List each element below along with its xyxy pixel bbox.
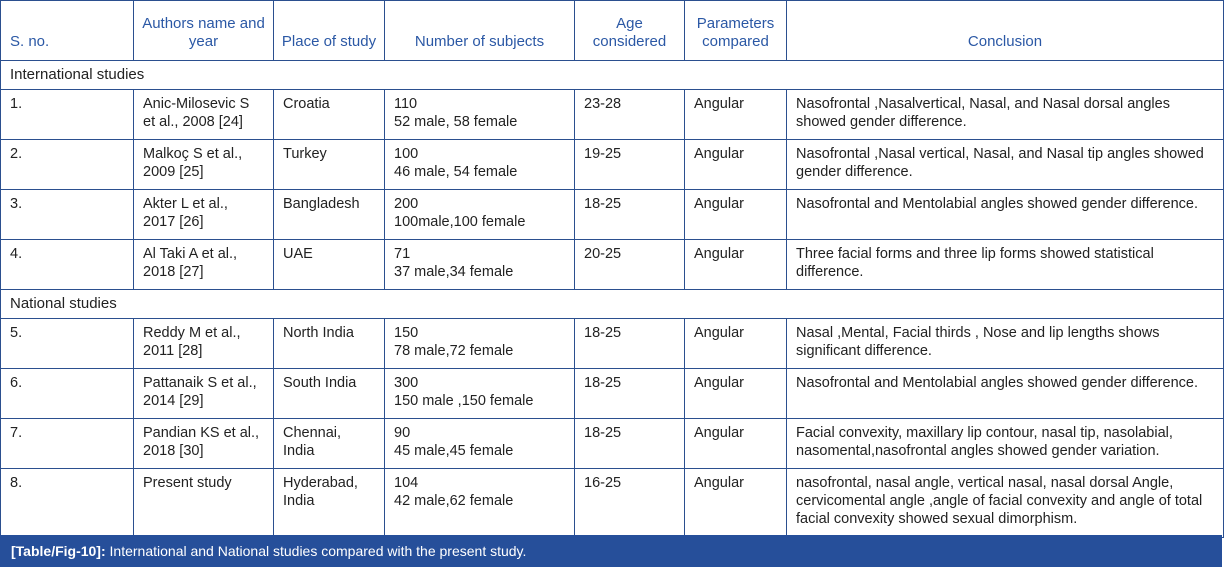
cell-author: Anic-Milosevic S et al., 2008 [24] xyxy=(133,89,274,140)
cell-age: 20-25 xyxy=(574,239,685,290)
cell-params: Angular xyxy=(684,318,787,369)
cell-place: North India xyxy=(273,318,385,369)
cell-subjects: 100 46 male, 54 female xyxy=(384,139,575,190)
cell-sno: 2. xyxy=(0,139,134,190)
header-age: Age considered xyxy=(574,0,685,61)
cell-subjects: 104 42 male,62 female xyxy=(384,468,575,538)
table-row: 3. Akter L et al., 2017 [26] Bangladesh 200… xyxy=(0,189,1224,240)
cell-subjects: 150 78 male,72 female xyxy=(384,318,575,369)
cell-conclusion: nasofrontal, nasal angle, vertical nasal… xyxy=(786,468,1224,538)
table-row: 8. Present study Hyderabad, India 104 42 mal… xyxy=(0,468,1224,538)
subjects-split: 100male,100 female xyxy=(394,214,526,230)
subjects-total: 110 xyxy=(394,96,418,112)
cell-params: Angular xyxy=(684,468,787,538)
subjects-total: 200 xyxy=(394,196,419,212)
cell-subjects: 300 150 male ,150 female xyxy=(384,368,575,419)
cell-age: 16-25 xyxy=(574,468,685,538)
cell-age: 18-25 xyxy=(574,418,685,469)
cell-conclusion: Nasal ,Mental, Facial thirds , Nose and … xyxy=(786,318,1224,369)
cell-subjects: 200 100male,100 female xyxy=(384,189,575,240)
subjects-split: 150 male ,150 female xyxy=(394,393,534,409)
cell-subjects: 90 45 male,45 female xyxy=(384,418,575,469)
cell-conclusion: Nasofrontal and Mentolabial angles showe… xyxy=(786,189,1224,240)
cell-author: Malkoç S et al., 2009 [25] xyxy=(133,139,274,190)
caption-text: International and National studies compa… xyxy=(105,543,527,559)
studies-table: S. no. Authors name and year Place of st… xyxy=(0,0,1224,538)
caption-label: [Table/Fig-10]: xyxy=(11,543,106,559)
cell-place: UAE xyxy=(273,239,385,290)
header-sno: S. no. xyxy=(0,0,134,61)
table-row: 2. Malkoç S et al., 2009 [25] Turkey 100 46 … xyxy=(0,139,1224,190)
cell-age: 18-25 xyxy=(574,189,685,240)
subjects-split: 78 male,72 female xyxy=(394,343,514,359)
section-row: National studies xyxy=(0,289,1224,319)
section-title: International studies xyxy=(0,60,1224,90)
section-title: National studies xyxy=(0,289,1224,319)
subjects-split: 42 male,62 female xyxy=(394,493,514,509)
table-row: 4. Al Taki A et al., 2018 [27] UAE 71 37 mal… xyxy=(0,239,1224,290)
cell-author: Pandian KS et al., 2018 [30] xyxy=(133,418,274,469)
cell-place: Croatia xyxy=(273,89,385,140)
cell-author: Al Taki A et al., 2018 [27] xyxy=(133,239,274,290)
cell-params: Angular xyxy=(684,239,787,290)
cell-place: Chennai, India xyxy=(273,418,385,469)
header-row: S. no. Authors name and year Place of st… xyxy=(0,0,1224,61)
cell-sno: 7. xyxy=(0,418,134,469)
cell-author: Pattanaik S et al., 2014 [29] xyxy=(133,368,274,419)
header-place: Place of study xyxy=(273,0,385,61)
subjects-split: 52 male, 58 female xyxy=(394,114,518,130)
cell-conclusion: Nasofrontal ,Nasal vertical, Nasal, and … xyxy=(786,139,1224,190)
cell-params: Angular xyxy=(684,189,787,240)
cell-sno: 6. xyxy=(0,368,134,419)
cell-place: Hyderabad, India xyxy=(273,468,385,538)
cell-conclusion: Facial convexity, maxillary lip contour,… xyxy=(786,418,1224,469)
cell-place: Bangladesh xyxy=(273,189,385,240)
subjects-total: 300 xyxy=(394,375,419,391)
subjects-split: 37 male,34 female xyxy=(394,264,514,280)
subjects-split: 46 male, 54 female xyxy=(394,164,518,180)
subjects-total: 71 xyxy=(394,246,411,262)
cell-conclusion: Nasofrontal ,Nasalvertical, Nasal, and N… xyxy=(786,89,1224,140)
cell-params: Angular xyxy=(684,418,787,469)
header-params: Parameters compared xyxy=(684,0,787,61)
header-conclusion: Conclusion xyxy=(786,0,1224,61)
subjects-total: 104 xyxy=(394,475,419,491)
cell-params: Angular xyxy=(684,368,787,419)
table-caption: [Table/Fig-10]: International and Nation… xyxy=(0,535,1222,567)
section-row: International studies xyxy=(0,60,1224,90)
cell-conclusion: Three facial forms and three lip forms s… xyxy=(786,239,1224,290)
cell-sno: 3. xyxy=(0,189,134,240)
header-author: Authors name and year xyxy=(133,0,274,61)
table-row: 7. Pandian KS et al., 2018 [30] Chennai, I… xyxy=(0,418,1224,469)
cell-author: Reddy M et al., 2011 [28] xyxy=(133,318,274,369)
cell-params: Angular xyxy=(684,89,787,140)
cell-conclusion: Nasofrontal and Mentolabial angles showe… xyxy=(786,368,1224,419)
table-row: 5. Reddy M et al., 2011 [28] North India 15… xyxy=(0,318,1224,369)
cell-params: Angular xyxy=(684,139,787,190)
subjects-split: 45 male,45 female xyxy=(394,443,514,459)
cell-age: 19-25 xyxy=(574,139,685,190)
cell-place: South India xyxy=(273,368,385,419)
cell-age: 18-25 xyxy=(574,318,685,369)
cell-sno: 1. xyxy=(0,89,134,140)
cell-age: 23-28 xyxy=(574,89,685,140)
cell-author: Present study xyxy=(133,468,274,538)
subjects-total: 100 xyxy=(394,146,419,162)
table-row: 1. Anic-Milosevic S et al., 2008 [24] Croa… xyxy=(0,89,1224,140)
cell-place: Turkey xyxy=(273,139,385,190)
subjects-total: 150 xyxy=(394,325,419,341)
header-subjects: Number of subjects xyxy=(384,0,575,61)
cell-subjects: 71 37 male,34 female xyxy=(384,239,575,290)
cell-sno: 8. xyxy=(0,468,134,538)
cell-age: 18-25 xyxy=(574,368,685,419)
cell-sno: 5. xyxy=(0,318,134,369)
subjects-total: 90 xyxy=(394,425,411,441)
cell-author: Akter L et al., 2017 [26] xyxy=(133,189,274,240)
cell-sno: 4. xyxy=(0,239,134,290)
cell-subjects: 110 52 male, 58 female xyxy=(384,89,575,140)
table-row: 6. Pattanaik S et al., 2014 [29] South Ind… xyxy=(0,368,1224,419)
